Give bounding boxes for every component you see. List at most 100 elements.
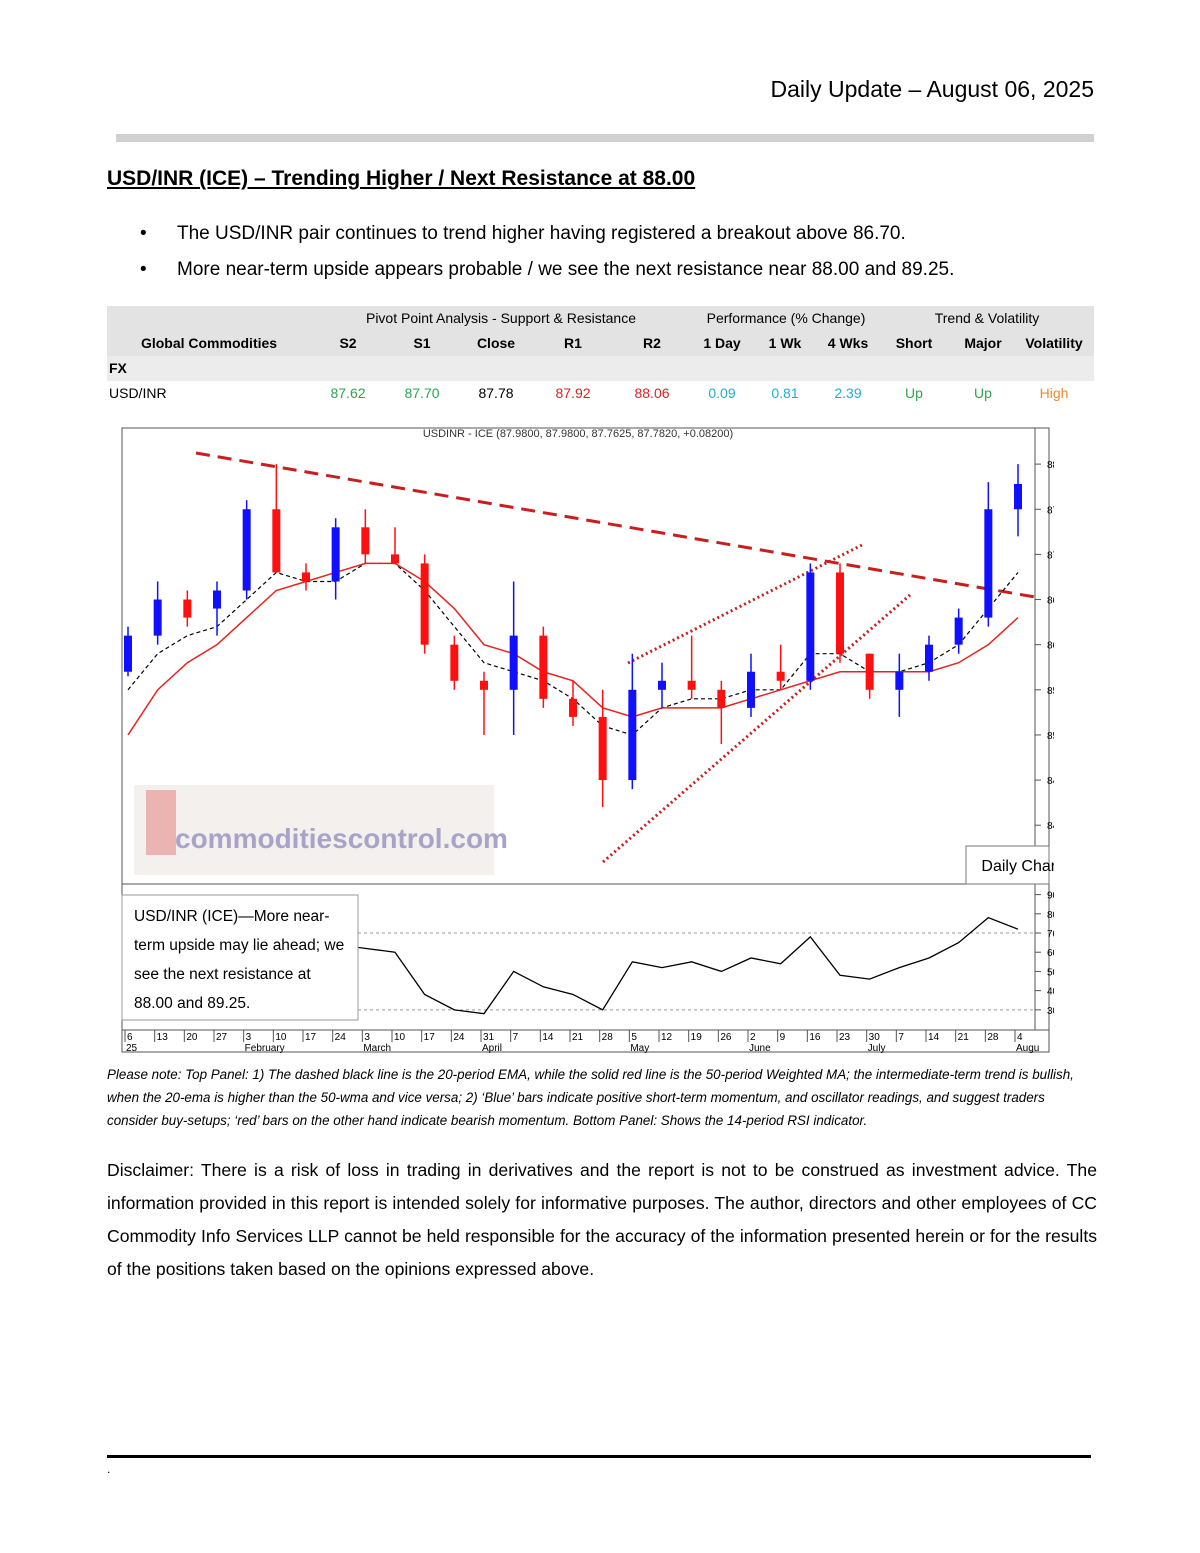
panel-label-box (965, 845, 1050, 885)
bullet-text: The USD/INR pair continues to trend high… (177, 223, 906, 244)
table-cell: 87.92 (555, 385, 591, 401)
x-tick-label: 4 (1017, 1032, 1023, 1043)
bullet: • The USD/INR pair continues to trend hig… (140, 223, 906, 244)
x-tick-label: 21 (572, 1032, 584, 1043)
table-cell: Up (974, 385, 992, 401)
x-tick-label: 7 (513, 1032, 519, 1043)
candle-body (420, 563, 429, 645)
x-tick-label: 23 (839, 1032, 851, 1043)
column-header: 1 Day (703, 335, 741, 351)
column-header: Global Commodities (140, 335, 278, 351)
x-tick-label: 3 (364, 1032, 370, 1043)
candle-body (539, 635, 548, 699)
candle-body (865, 653, 874, 690)
watermark-logo (146, 790, 176, 855)
x-tick-label: 21 (958, 1032, 970, 1043)
divider (116, 134, 1094, 142)
annotation: USD/INR (ICE)—More near-term upside may … (134, 908, 345, 1012)
section-label: FX (109, 360, 127, 376)
candle-body (450, 644, 459, 681)
column-header: Volatility (1025, 335, 1083, 351)
column-header: Close (476, 335, 516, 351)
candle-body (569, 698, 577, 717)
candle-body (984, 509, 993, 618)
table-cell: Up (905, 385, 923, 401)
bullet: • More near-term upside appears probable … (140, 259, 955, 280)
annotation-box (121, 894, 359, 1021)
candle-body (747, 671, 755, 708)
candle-body (598, 716, 607, 781)
candle-body (391, 554, 399, 564)
x-tick-label: 30 (869, 1032, 881, 1043)
candle-body (687, 680, 696, 690)
x-sublabel: February (245, 1043, 285, 1054)
y-tick-label: 87.5 (1047, 505, 1054, 516)
table-cell: 0.09 (708, 385, 736, 401)
candle-body (628, 689, 637, 781)
x-tick-label: 12 (661, 1032, 673, 1043)
candle-body (124, 635, 132, 672)
y-tick-label: 84.5 (1047, 776, 1054, 787)
x-tick-label: 24 (335, 1032, 347, 1043)
x-tick-label: 10 (275, 1032, 287, 1043)
table-cell: 2.39 (834, 385, 862, 401)
divider (107, 1455, 1091, 1458)
x-tick-label: 19 (691, 1032, 703, 1043)
x-tick-label: 7 (898, 1032, 904, 1043)
x-tick-label: 13 (157, 1032, 169, 1043)
candle-body (717, 689, 726, 708)
x-tick-label: 14 (542, 1032, 554, 1043)
x-tick-label: 17 (424, 1032, 436, 1043)
bullet-text: More near-term upside appears probable /… (177, 259, 955, 280)
x-tick-label: 16 (809, 1032, 821, 1043)
candle-body (954, 617, 963, 645)
x-tick-label: 28 (987, 1032, 999, 1043)
candle-body (836, 572, 844, 654)
y-tick-label: 84.0 (1047, 821, 1054, 832)
chart-body: commoditiescontrol.com USDINR - ICE (87.… (121, 427, 1054, 1054)
y-tick-label: 87.0 (1047, 550, 1054, 561)
x-sublabel: June (749, 1043, 771, 1054)
column-header: Short (895, 335, 933, 351)
candle-body (806, 572, 815, 681)
section-title: USD/INR (ICE) – Trending Higher / Next R… (107, 167, 696, 190)
watermark-bg (134, 785, 494, 875)
channel-line (627, 543, 863, 665)
rsi-tick-label: 80 (1047, 910, 1054, 921)
chart-note: Please note: Top Panel: 1) The dashed bl… (107, 1067, 1074, 1128)
candle-body (361, 527, 370, 555)
x-tick-label: 6 (127, 1032, 133, 1043)
x-tick-label: 20 (186, 1032, 198, 1043)
x-tick-label: 14 (928, 1032, 940, 1043)
table-cell: 0.81 (771, 385, 799, 401)
column-header: S2 (339, 335, 357, 351)
table-cell: 87.62 (330, 385, 366, 401)
column-header: R1 (564, 335, 582, 351)
candle-body (776, 671, 785, 681)
x-tick-label: 5 (631, 1032, 637, 1043)
x-sublabel: March (363, 1043, 391, 1054)
table-row: USD/INR 87.62 87.70 87.78 87.92 88.06 0.09 0.81… (107, 381, 1094, 406)
rsi-tick-label: 30 (1047, 1006, 1054, 1017)
rsi-tick-label: 60 (1047, 948, 1054, 959)
disclaimer: Disclaimer: There is a risk of loss in t… (107, 1160, 1097, 1279)
column-header: 4 Wks (827, 335, 869, 351)
candle-body (331, 527, 340, 582)
candle-body (895, 671, 904, 690)
group-header: Pivot Point Analysis - Support & Resista… (365, 310, 637, 326)
x-sublabel: July (868, 1043, 886, 1054)
column-header: R2 (643, 335, 661, 351)
rsi-tick-label: 40 (1047, 987, 1054, 998)
table-cell: High (1039, 385, 1069, 401)
x-tick-label: 26 (720, 1032, 732, 1043)
rsi-tick-label: 70 (1047, 929, 1054, 940)
group-header: Trend & Volatility (934, 310, 1040, 326)
column-header: 1 Wk (768, 335, 802, 351)
candle-body (925, 644, 933, 672)
chart: commoditiescontrol.com USDINR - ICE (87.… (121, 427, 1054, 1054)
candle-body (153, 599, 162, 636)
x-tick-label: 24 (453, 1032, 465, 1043)
candle-body (480, 680, 488, 690)
y-tick-label: 88.0 (1047, 460, 1054, 471)
